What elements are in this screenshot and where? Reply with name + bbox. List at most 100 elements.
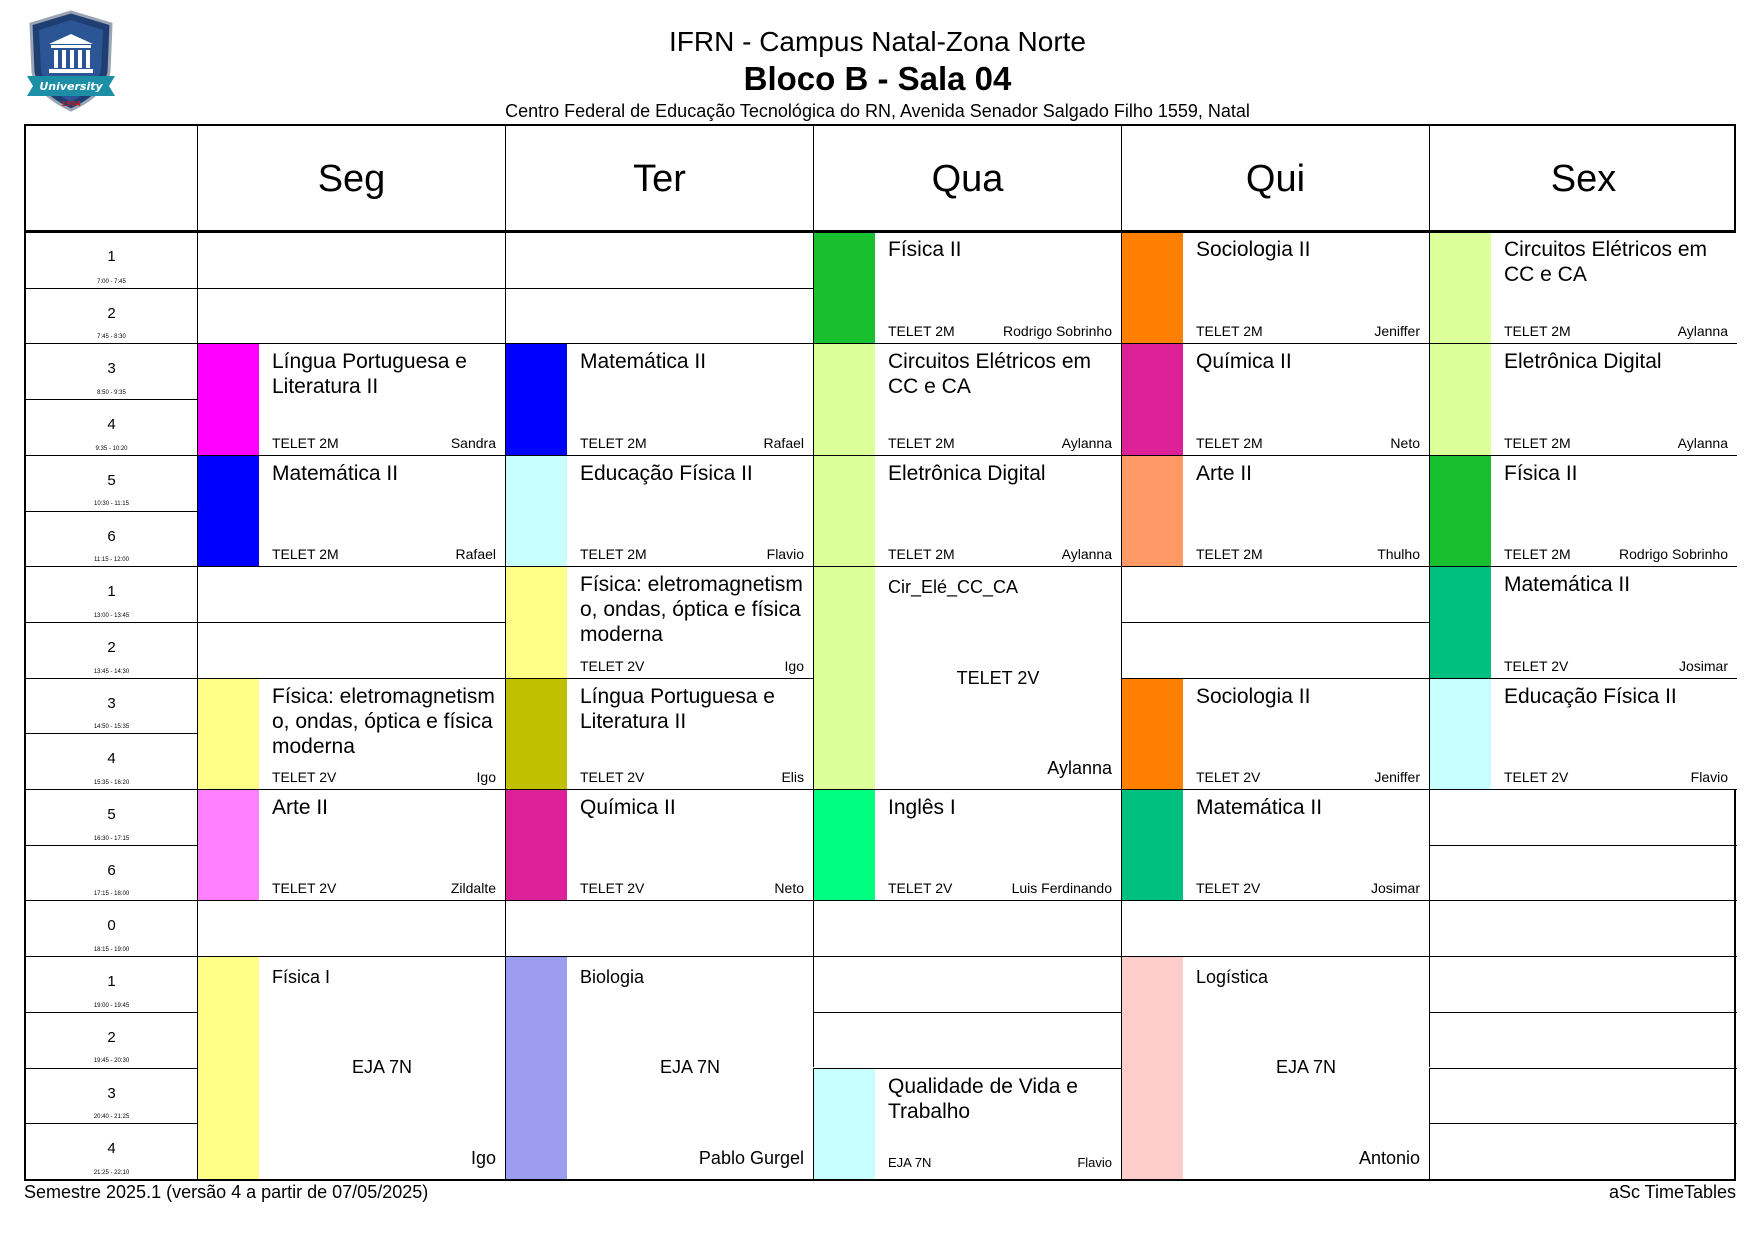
lesson-subject: Matemática II [1504,573,1631,597]
lesson-group: TELET 2V [888,880,953,897]
lesson-subject: Língua Portuguesa e Literatura II [272,350,467,399]
lesson-teacher: Aylanna [1061,434,1112,451]
period-label: 1 13:00 - 13:45 [26,566,197,622]
lesson-card[interactable]: Arte II TELET 2M Thulho [1121,454,1429,567]
lesson-card[interactable]: Sociologia II TELET 2V Jeniffer [1121,677,1429,789]
lesson-card[interactable]: Língua Portuguesa e Literatura II TELET 2… [505,677,813,789]
lesson-color-bar [1430,344,1491,455]
lesson-card[interactable]: Qualidade de Vida e Trabalho EJA 7N Flavio [813,1067,1121,1179]
address-line: Centro Federal de Educação Tecnológica d… [505,101,1250,121]
lesson-group: TELET 2V [272,880,337,897]
lesson-group: TELET 2M [1504,323,1571,340]
lesson-color-bar [198,344,259,455]
empty-slot[interactable] [1429,1123,1737,1179]
lesson-teacher: Sandra [450,434,496,451]
lesson-card[interactable]: Física II TELET 2M Rodrigo Sobrinho [1429,454,1737,567]
lesson-group: TELET 2M [888,546,955,563]
empty-slot[interactable] [1429,789,1737,845]
period-number: 1 [107,248,116,265]
lesson-teacher: Igo [476,768,496,785]
empty-slot[interactable] [197,232,505,288]
period-time: 11:15 - 12:00 [94,557,129,564]
period-number: 4 [107,416,116,434]
empty-slot[interactable] [1121,566,1429,622]
lesson-card[interactable]: Logística EJA 7N Antonio [1121,956,1429,1179]
empty-slot[interactable] [1429,1067,1737,1124]
lesson-card[interactable]: Matemática II TELET 2V Josimar [1429,566,1737,678]
empty-slot[interactable] [1429,1011,1737,1068]
lesson-card[interactable]: Eletrônica Digital TELET 2M Aylanna [813,454,1121,567]
empty-slot[interactable] [1429,956,1737,1012]
lesson-card[interactable]: Física: eletromagnetismo, ondas, óptica … [197,677,505,789]
empty-slot[interactable] [505,287,813,344]
period-label: 4 21:25 - 22:10 [26,1123,197,1179]
lesson-card[interactable]: Física: eletromagnetismo, ondas, óptica … [505,566,813,678]
empty-slot[interactable] [1121,621,1429,678]
lesson-color-bar [506,567,567,678]
lesson-color-bar [814,232,875,344]
lesson-group: TELET 2M [580,546,647,563]
empty-slot[interactable] [197,900,505,957]
lesson-card[interactable]: Sociologia II TELET 2M Jeniffer [1121,232,1429,344]
empty-slot[interactable] [813,900,1121,957]
lesson-subject: Física II [1504,461,1578,485]
lesson-subject: Educação Física II [580,461,753,485]
lesson-card[interactable]: Biologia EJA 7N Pablo Gurgel [505,956,813,1179]
empty-slot[interactable] [813,1011,1121,1068]
empty-slot[interactable] [197,621,505,678]
lesson-card[interactable]: Matemática II TELET 2M Rafael [197,454,505,567]
lesson-color-bar [506,455,567,567]
lesson-card[interactable]: Educação Física II TELET 2V Flavio [1429,677,1737,789]
empty-slot[interactable] [505,900,813,957]
lesson-group: TELET 2V [580,880,645,897]
period-label: 0 18:15 - 19:00 [26,900,197,956]
lesson-group: TELET 2M [580,434,647,451]
period-number: 3 [107,1084,116,1102]
lesson-card[interactable]: Física I EJA 7N Igo [197,956,505,1179]
period-time: 21:25 - 22:10 [93,1169,130,1176]
lesson-card[interactable]: Arte II TELET 2V Zildalte [197,789,505,901]
lesson-color-bar [1122,957,1183,1179]
period-label: 3 8:50 - 9:35 [26,343,197,399]
lesson-group: TELET 2M [272,546,339,563]
lesson-card[interactable]: Educação Física II TELET 2M Flavio [505,454,813,567]
period-number: 2 [107,1028,116,1046]
empty-slot[interactable] [197,566,505,622]
lesson-teacher: Josimar [1678,657,1728,674]
lesson-card[interactable]: Inglês I TELET 2V Luis Ferdinando [813,789,1121,901]
lesson-teacher: Neto [774,880,804,897]
lesson-card[interactable]: Matemática II TELET 2V Josimar [1121,789,1429,901]
lesson-card[interactable]: Eletrônica Digital TELET 2M Aylanna [1429,343,1737,455]
period-time: 20:40 - 21:25 [93,1114,130,1121]
lesson-color-bar [198,790,259,901]
timetable-grid: Seg Ter Qua Qui Sex 1 7:00 - 7:45 2 7:45 - 8:30 3… [24,124,1737,1181]
lesson-card[interactable]: Química II TELET 2V Neto [505,789,813,901]
lesson-card[interactable]: Química II TELET 2M Neto [1121,343,1429,455]
period-label: 3 14:50 - 15:35 [26,677,197,734]
lesson-color-bar [198,678,259,789]
lesson-card[interactable]: Circuitos Elétricos em CC e CA TELET 2M Ay… [1429,232,1737,344]
lesson-group: TELET 2M [1504,546,1571,563]
lesson-teacher: Jeniffer [1374,323,1420,340]
empty-slot[interactable] [197,287,505,344]
lesson-card[interactable]: Física II TELET 2M Rodrigo Sobrinho [813,232,1121,344]
lesson-subject: Circuitos Elétricos em CC e CA [888,350,1092,399]
lesson-card[interactable]: Língua Portuguesa e Literatura II TELET 2… [197,343,505,455]
lesson-color-bar [198,957,259,1179]
lesson-card[interactable]: Circuitos Elétricos em CC e CA TELET 2M Ay… [813,343,1121,455]
empty-slot[interactable] [1429,844,1737,901]
day-header-sex: Sex [1429,126,1737,232]
empty-slot[interactable] [505,232,813,288]
lesson-card[interactable]: Matemática II TELET 2M Rafael [505,343,813,455]
lesson-subject: Cir_Elé_CC_CA [888,577,1019,598]
lesson-teacher: Rafael [455,546,496,563]
lesson-teacher: Aylanna [1677,434,1728,451]
empty-slot[interactable] [1121,900,1429,957]
lesson-teacher: Flavio [766,546,804,563]
period-label: 4 15:35 - 16:20 [26,733,197,789]
empty-slot[interactable] [1429,900,1737,957]
lesson-teacher: Antonio [1358,1147,1420,1168]
empty-slot[interactable] [813,956,1121,1012]
lesson-subject: Matemática II [272,461,399,485]
lesson-card[interactable]: Cir_Elé_CC_CA TELET 2V Aylanna [813,566,1121,789]
